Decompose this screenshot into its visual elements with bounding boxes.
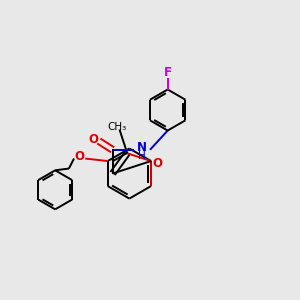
- Text: N: N: [137, 141, 147, 154]
- Text: O: O: [88, 133, 98, 146]
- Text: O: O: [74, 150, 84, 163]
- Text: O: O: [152, 158, 163, 170]
- Text: F: F: [164, 66, 172, 79]
- Text: CH₃: CH₃: [107, 122, 126, 132]
- Text: H: H: [138, 151, 146, 161]
